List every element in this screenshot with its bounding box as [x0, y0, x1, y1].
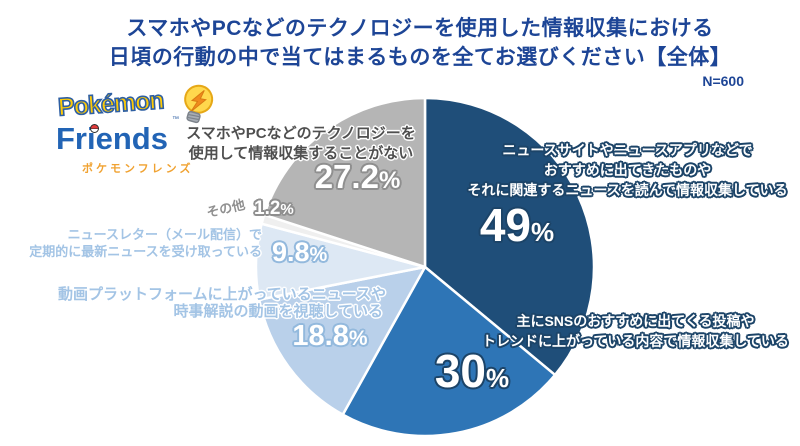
pokemon-friends-logo: Pokémon ™ Friends ポケモンフレンズ [56, 84, 216, 193]
slice-label-video: 動画プラットフォームに上がっているニュースや 時事解説の動画を視聴している [58, 286, 387, 320]
slice-value-other: 1.2% [254, 198, 294, 219]
slice-label-other: その他 [205, 196, 247, 221]
slice-value-news-sites: 49% [479, 199, 555, 251]
slice-value-newsletter: 9.8% [272, 237, 328, 267]
pokeball-icon [90, 124, 99, 133]
title-line-1: スマホやPCなどのテクノロジーを使用した情報収集における [126, 17, 714, 40]
sample-size-label: N=600 [702, 73, 744, 89]
lightbulb-pikachu-tail-icon [184, 84, 214, 124]
slice-label-no-tech: スマホやPCなどのテクノロジーを 使用して情報収集することがない [186, 125, 416, 162]
pokemon-friends-katakana: ポケモンフレンズ [82, 163, 194, 175]
slice-value-no-tech: 27.2% [314, 158, 401, 195]
page-title: スマホやPCなどのテクノロジーを使用した情報収集における 日頃の行動の中で当ては… [50, 14, 790, 72]
friends-wordmark: Friends [56, 121, 168, 156]
pie-chart [254, 96, 596, 438]
slice-label-newsletter: ニュースレター（メール配信）で 定期的に最新ニュースを受け取っている [29, 227, 262, 259]
pie-slice-5 [263, 96, 427, 269]
slice-label-news-sites: ニュースサイトやニュースアプリなどで おすすめに出てきたものや それに関連するニ… [467, 142, 788, 198]
slice-label-sns: 主にSNSのおすすめに出てくる投稿や トレンドに上がっている内容で情報収集してい… [482, 313, 789, 349]
pie-slice-0 [423, 96, 596, 377]
slice-value-sns: 30% [434, 345, 510, 397]
trademark-symbol: ™ [172, 116, 179, 123]
pie-slice-1 [341, 265, 557, 438]
pie-slice-2 [257, 265, 427, 416]
pokemon-wordmark: Pokémon [56, 86, 165, 123]
slice-value-video: 18.8% [292, 320, 368, 352]
title-line-2: 日頃の行動の中で当てはまるものを全てお選びください【全体】 [108, 46, 732, 69]
